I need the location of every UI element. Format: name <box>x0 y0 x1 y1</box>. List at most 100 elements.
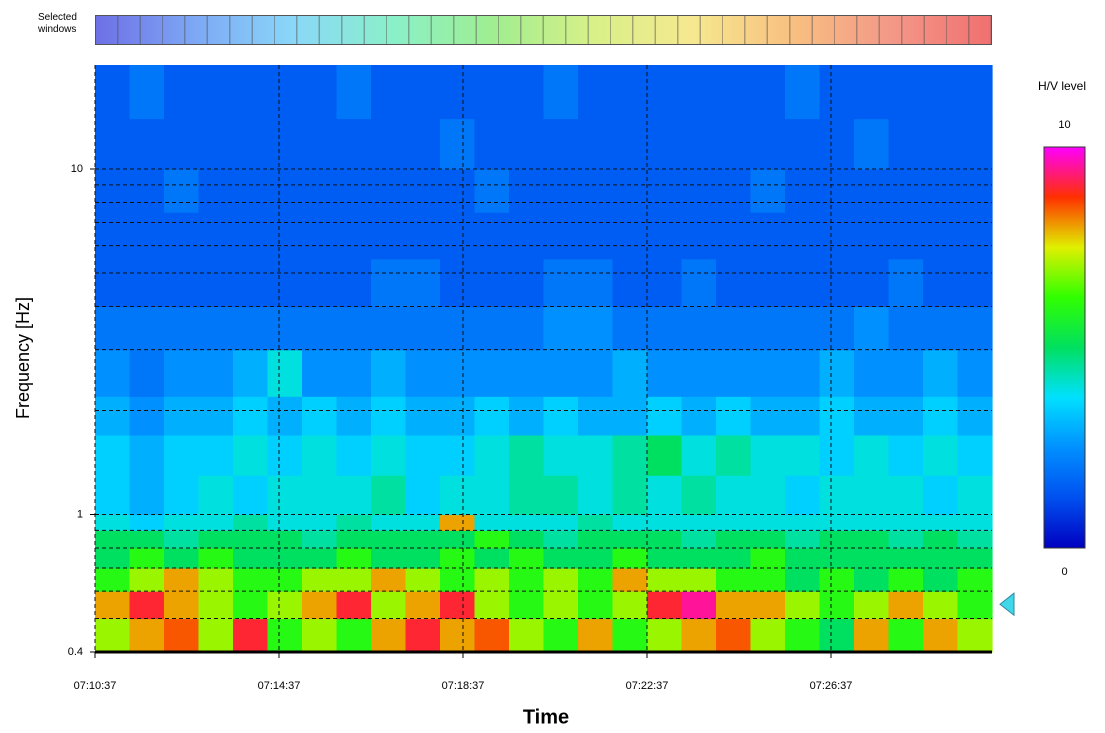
heat-cell <box>198 547 234 569</box>
heat-cell <box>95 258 131 308</box>
heat-cell <box>440 475 476 516</box>
heat-cell <box>923 434 959 476</box>
heat-cell <box>681 530 717 549</box>
heat-cell <box>819 547 855 569</box>
heat-cell <box>95 306 131 351</box>
heat-cell <box>371 514 407 531</box>
heat-cell <box>578 514 614 531</box>
heat-cell <box>405 169 441 213</box>
heat-cell <box>750 434 786 476</box>
heat-cell <box>129 618 165 653</box>
heat-cell <box>854 212 890 260</box>
heat-cell <box>612 475 648 516</box>
heat-cell <box>371 169 407 213</box>
heat-cell <box>612 212 648 260</box>
heat-cell <box>612 514 648 531</box>
heat-cell <box>543 568 579 592</box>
heat-cell <box>509 118 545 170</box>
heat-cell <box>819 475 855 516</box>
heat-cell <box>336 65 372 120</box>
overlay: 0.4 1 10 07:10:37 07:14:37 07:18:37 07:22:37 07… <box>68 65 992 692</box>
heat-cell <box>509 169 545 213</box>
heat-cell <box>267 618 303 653</box>
heat-cell <box>750 547 786 569</box>
heat-cell <box>509 514 545 531</box>
heat-cell <box>267 514 303 531</box>
heat-cell <box>336 547 372 569</box>
heat-cell <box>164 65 200 120</box>
heat-cell <box>819 258 855 308</box>
heat-cell <box>164 514 200 531</box>
heat-cell <box>95 475 131 516</box>
selected-windows-bar[interactable] <box>95 15 992 45</box>
heat-cell <box>750 568 786 592</box>
heat-cell <box>819 396 855 436</box>
heat-cell <box>129 530 165 549</box>
heat-cell <box>198 349 234 397</box>
heat-cell <box>302 349 338 397</box>
heat-cell <box>267 591 303 620</box>
heat-cell <box>405 434 441 476</box>
heat-cell <box>612 306 648 351</box>
heat-cell <box>957 530 993 549</box>
heat-cell <box>716 169 752 213</box>
heat-cell <box>267 258 303 308</box>
heat-cell <box>647 514 683 531</box>
heat-cell <box>923 65 959 120</box>
heat-cell <box>578 306 614 351</box>
heat-cell <box>440 396 476 436</box>
heat-cell <box>612 618 648 653</box>
heat-cell <box>509 434 545 476</box>
heat-cell <box>405 258 441 308</box>
heat-cell <box>543 118 579 170</box>
heat-cell <box>302 258 338 308</box>
heat-cell <box>957 118 993 170</box>
heat-cell <box>371 530 407 549</box>
heat-cell <box>440 258 476 308</box>
heat-cell <box>647 434 683 476</box>
heat-cell <box>233 65 269 120</box>
heat-cell <box>578 212 614 260</box>
heat-cell <box>440 212 476 260</box>
heat-cell <box>647 212 683 260</box>
heat-cell <box>474 258 510 308</box>
heat-cell <box>681 618 717 653</box>
heat-cell <box>750 618 786 653</box>
heat-cell <box>888 396 924 436</box>
heat-cell <box>716 618 752 653</box>
heat-cell <box>233 396 269 436</box>
heat-cell <box>336 258 372 308</box>
heat-cell <box>647 306 683 351</box>
heat-cell <box>854 258 890 308</box>
heat-cell <box>578 434 614 476</box>
heat-cell <box>198 475 234 516</box>
heat-cell <box>95 118 131 170</box>
heat-cell <box>440 547 476 569</box>
heat-cell <box>612 169 648 213</box>
heat-cell <box>474 396 510 436</box>
heat-cell <box>267 434 303 476</box>
heat-cell <box>543 65 579 120</box>
heat-cell <box>198 618 234 653</box>
heat-cell <box>578 118 614 170</box>
heat-cell <box>543 475 579 516</box>
heat-cell <box>957 568 993 592</box>
heat-cell <box>681 475 717 516</box>
selected-windows-label: Selected windows <box>38 12 77 35</box>
heat-cell <box>819 514 855 531</box>
heat-cell <box>750 212 786 260</box>
heat-cell <box>543 212 579 260</box>
heat-cell <box>95 618 131 653</box>
heat-cell <box>750 591 786 620</box>
heat-cell <box>681 514 717 531</box>
heat-cell <box>543 349 579 397</box>
heat-cell <box>923 212 959 260</box>
heat-cell <box>578 618 614 653</box>
heat-cell <box>888 118 924 170</box>
heat-cell <box>923 591 959 620</box>
heat-cell <box>854 475 890 516</box>
heat-cell <box>612 118 648 170</box>
heat-cell <box>888 514 924 531</box>
heat-cell <box>854 434 890 476</box>
heat-cell <box>647 349 683 397</box>
